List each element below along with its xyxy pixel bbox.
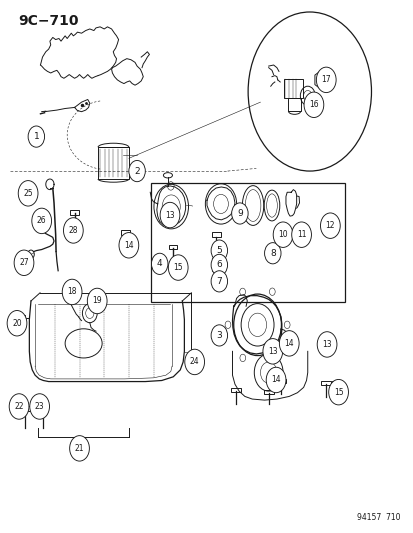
Circle shape (9, 394, 29, 419)
Circle shape (14, 250, 34, 276)
Text: 94157  710: 94157 710 (356, 513, 399, 522)
Bar (38, 407, 47, 411)
Bar (263, 390, 273, 394)
Bar (275, 379, 285, 383)
Text: 14: 14 (271, 375, 280, 384)
Text: 22: 22 (14, 402, 24, 411)
Bar (70, 211, 78, 215)
Bar (98, 147, 128, 179)
Bar (320, 381, 330, 385)
Bar (19, 316, 25, 321)
Circle shape (151, 253, 168, 274)
Text: 9C−710: 9C−710 (18, 13, 78, 28)
Text: 6: 6 (216, 261, 222, 269)
Text: 15: 15 (173, 263, 183, 272)
Text: 24: 24 (190, 358, 199, 367)
Text: 14: 14 (124, 241, 133, 250)
Circle shape (128, 160, 145, 182)
Text: 23: 23 (35, 402, 44, 411)
Circle shape (28, 126, 45, 147)
Text: 25: 25 (23, 189, 33, 198)
Circle shape (184, 349, 204, 375)
Text: 19: 19 (92, 296, 102, 305)
Bar (288, 98, 300, 111)
Circle shape (316, 332, 336, 357)
Text: 10: 10 (278, 230, 287, 239)
Text: 21: 21 (75, 444, 84, 453)
Circle shape (168, 255, 188, 280)
Text: 13: 13 (165, 211, 174, 220)
Circle shape (7, 311, 27, 336)
Circle shape (30, 394, 50, 419)
Text: 13: 13 (267, 347, 277, 356)
Text: 27: 27 (19, 259, 29, 267)
Circle shape (316, 67, 335, 93)
Circle shape (264, 243, 280, 264)
Circle shape (320, 213, 339, 238)
Circle shape (87, 288, 107, 314)
Circle shape (119, 232, 138, 258)
Text: 14: 14 (284, 339, 293, 348)
Text: 12: 12 (325, 221, 334, 230)
Text: 3: 3 (216, 331, 222, 340)
Text: 18: 18 (67, 287, 77, 296)
Circle shape (328, 379, 348, 405)
Text: 15: 15 (333, 387, 342, 397)
Circle shape (63, 217, 83, 243)
Bar (211, 232, 221, 237)
Text: 5: 5 (216, 246, 222, 255)
Circle shape (69, 435, 89, 461)
Bar (21, 407, 30, 411)
Circle shape (303, 92, 323, 117)
Circle shape (211, 254, 227, 276)
Bar (230, 388, 240, 392)
Text: 16: 16 (309, 100, 318, 109)
Circle shape (291, 222, 311, 247)
Circle shape (211, 240, 227, 261)
Circle shape (211, 271, 227, 292)
Circle shape (262, 338, 282, 364)
Circle shape (211, 325, 227, 346)
Circle shape (32, 208, 52, 233)
Text: 9: 9 (237, 209, 242, 218)
Circle shape (18, 181, 38, 206)
Text: 7: 7 (216, 277, 222, 286)
Text: 28: 28 (69, 226, 78, 235)
Bar (169, 245, 177, 249)
Bar (284, 79, 302, 98)
Text: 26: 26 (37, 216, 46, 225)
Circle shape (160, 203, 179, 228)
Circle shape (273, 222, 292, 247)
Bar (121, 230, 129, 235)
Circle shape (266, 367, 285, 393)
Text: 4: 4 (157, 260, 162, 268)
Circle shape (62, 279, 82, 305)
Bar (331, 381, 341, 385)
Text: 2: 2 (134, 166, 140, 175)
Text: 20: 20 (12, 319, 22, 328)
Circle shape (231, 203, 247, 224)
Text: 17: 17 (320, 75, 330, 84)
Text: 8: 8 (269, 249, 275, 258)
Bar (151, 183, 344, 302)
Text: 1: 1 (33, 132, 39, 141)
Text: 11: 11 (296, 230, 306, 239)
Text: 13: 13 (321, 340, 331, 349)
Circle shape (279, 330, 298, 356)
